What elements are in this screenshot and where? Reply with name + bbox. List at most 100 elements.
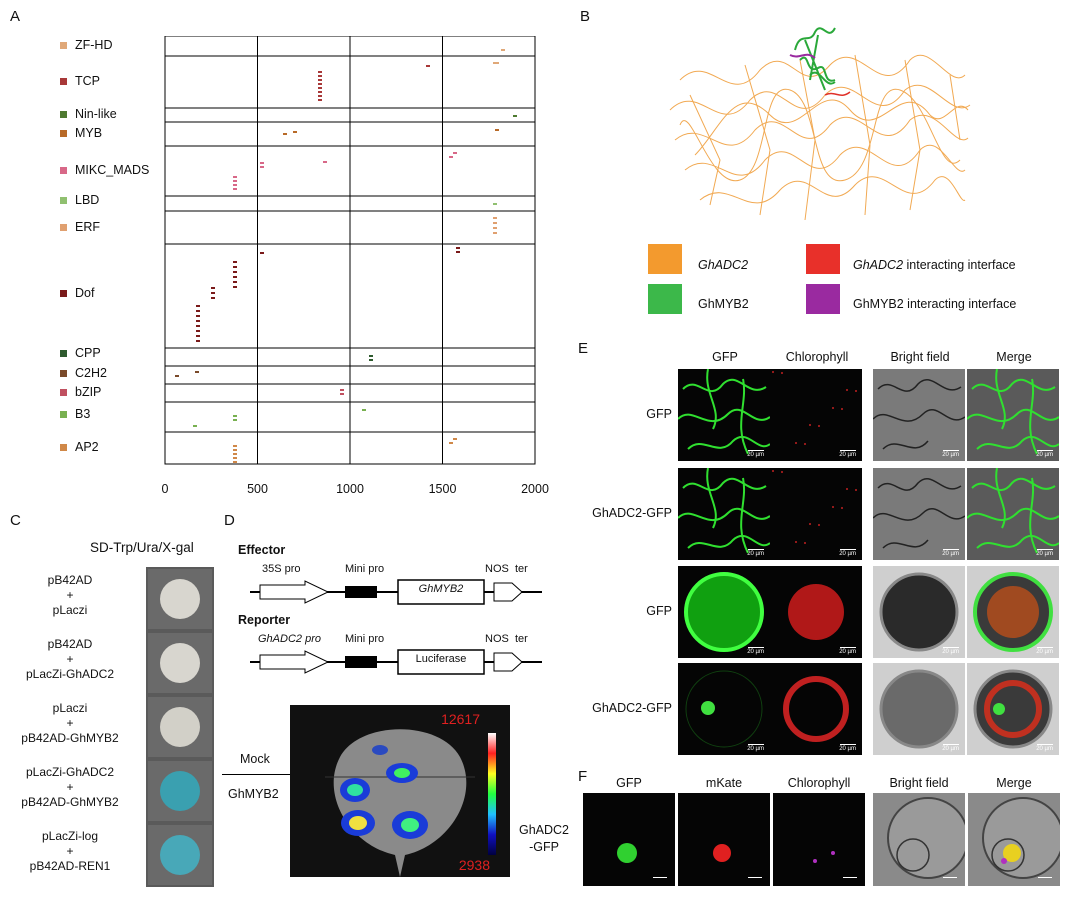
- scale-bar-label: 20 µm: [747, 452, 764, 458]
- family-swatch: [60, 41, 67, 49]
- motif-mark: [211, 297, 215, 299]
- scale-min: 2938: [458, 857, 490, 873]
- scale-bar: [1037, 744, 1053, 745]
- scale-bar: [840, 744, 856, 745]
- micrograph: [773, 793, 865, 886]
- motif-mark: [318, 87, 322, 89]
- scale-bar: [748, 877, 762, 878]
- reporter-promoter-label: GhADC2 pro: [258, 633, 321, 645]
- family-name: ERF: [75, 220, 100, 234]
- motif-mark: [369, 355, 373, 357]
- motif-mark: [233, 276, 237, 278]
- effector-promoter-label: 35S pro: [262, 563, 301, 575]
- motif-mark: [318, 71, 322, 73]
- family-label: Dof: [60, 286, 94, 300]
- motif-mark: [233, 184, 237, 186]
- yeast-row-plus: +: [66, 652, 74, 666]
- scale-bar: [840, 450, 856, 451]
- motif-mark: [323, 161, 327, 163]
- micrograph: 20 µm: [678, 663, 770, 755]
- x-tick-label: 1500: [428, 482, 457, 496]
- micrograph: 20 µm: [873, 468, 965, 560]
- effector-ter-label: NOS ter: [485, 563, 528, 575]
- panel-label-a: A: [10, 8, 21, 25]
- protein-docking-model: [669, 27, 971, 221]
- yeast-row-label: pLacZi-GhADC2 + pB42AD-GhMYB2: [0, 765, 140, 810]
- motif-mark: [195, 371, 199, 373]
- motif-mark: [196, 310, 200, 312]
- scale-bar-label: 20 µm: [747, 551, 764, 557]
- column-header: Bright field: [890, 350, 950, 364]
- motif-mark: [233, 176, 237, 178]
- yeast-row-line1: pB42AD: [47, 637, 93, 651]
- micrograph-art: [772, 371, 857, 445]
- family-swatch: [60, 129, 67, 137]
- column-header: Chlorophyll: [785, 350, 849, 364]
- row-label: GhADC2-GFP: [592, 506, 672, 520]
- x-tick-label: 0: [161, 482, 169, 496]
- family-label: C2H2: [60, 366, 107, 380]
- motif-mark: [369, 359, 373, 361]
- motif-mark: [501, 49, 505, 51]
- reporter-construct: [250, 649, 542, 675]
- family-swatch: [60, 196, 67, 204]
- family-label: bZIP: [60, 385, 101, 399]
- leaf-image: [325, 729, 475, 877]
- panel-label-e: E: [578, 340, 589, 357]
- yeast-row-label: pLaczi + pB42AD-GhMYB2: [0, 701, 140, 746]
- legend-text: GhADC2 interacting interface: [853, 258, 1016, 272]
- legend-text-italic: GhADC2: [853, 258, 904, 272]
- micrograph-art: [678, 369, 770, 455]
- micrograph: 20 µm: [678, 566, 770, 658]
- scale-bar-label: 20 µm: [839, 746, 856, 752]
- motif-mark: [233, 271, 237, 273]
- yeast-row-plus: +: [66, 844, 74, 858]
- yeast-row-label: pB42AD + pLaczi: [0, 573, 140, 618]
- column-header: GFP: [712, 350, 738, 364]
- micrograph-art: [678, 468, 770, 554]
- motif-mark: [318, 95, 322, 97]
- panel-label-c: C: [10, 512, 21, 529]
- family-label: ERF: [60, 220, 100, 234]
- motif-mark: [260, 252, 264, 254]
- motif-mark: [456, 251, 460, 253]
- family-swatch: [60, 349, 67, 357]
- motif-mark: [233, 453, 237, 455]
- motif-mark: [233, 261, 237, 263]
- motif-mark: [233, 419, 237, 421]
- micrograph-art: [879, 572, 959, 652]
- column-header: Merge: [996, 350, 1032, 364]
- motif-mark: [318, 79, 322, 81]
- yeast-row-line1: pB42AD: [47, 573, 93, 587]
- motif-mark: [233, 286, 237, 288]
- motif-mark: [493, 217, 497, 219]
- family-position-plot: [164, 36, 536, 465]
- family-swatch: [60, 369, 67, 377]
- micrograph: 20 µm: [678, 369, 770, 461]
- motif-mark: [449, 156, 453, 158]
- scale-bar: [1037, 450, 1053, 451]
- motif-mark: [513, 115, 517, 117]
- micrograph: 20 µm: [873, 369, 965, 461]
- mock-label: Mock: [240, 752, 270, 766]
- panel-f-row-label: GhADC2 -GFP: [514, 822, 574, 856]
- motif-mark: [426, 65, 430, 67]
- motif-mark: [318, 75, 322, 77]
- scale-bar: [748, 744, 764, 745]
- micrograph-art: [788, 584, 844, 640]
- family-swatch: [60, 289, 67, 297]
- motif-mark: [318, 99, 322, 101]
- yeast-row-label: pLacZi-log + pB42AD-REN1: [0, 829, 140, 874]
- scale-bar: [653, 877, 667, 878]
- family-label: B3: [60, 407, 90, 421]
- motif-mark: [340, 389, 344, 391]
- scale-bar-label: 20 µm: [747, 649, 764, 655]
- scale-bar: [943, 450, 959, 451]
- micrograph-art: [783, 676, 849, 742]
- micrograph: 20 µm: [770, 663, 862, 755]
- panel-label-d: D: [224, 512, 235, 529]
- yeast-colony: [160, 835, 200, 875]
- scale-bar: [1037, 549, 1053, 550]
- scale-bar-label: 20 µm: [1036, 746, 1053, 752]
- motif-mark: [233, 415, 237, 417]
